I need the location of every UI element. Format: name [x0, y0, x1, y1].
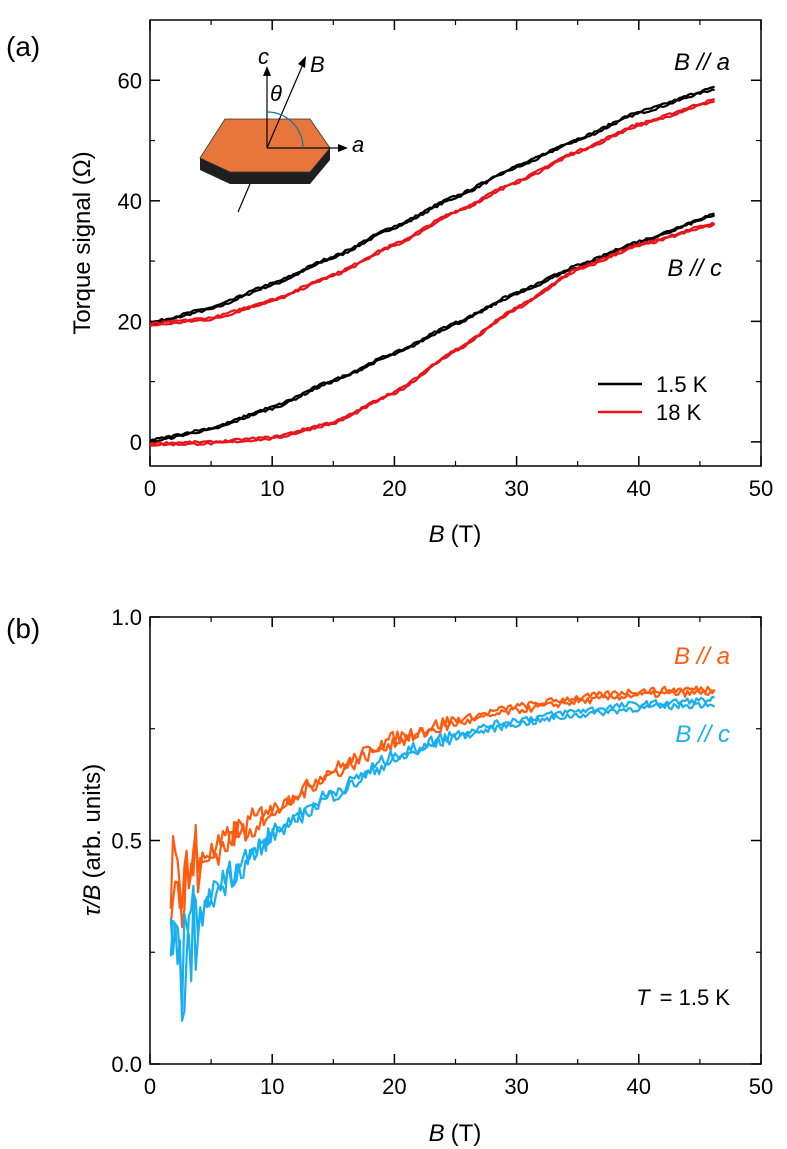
- series-label-b-parallel-c-blue: B // c: [675, 721, 730, 748]
- panel-a-y-axis-title: Torque signal (Ω): [69, 151, 96, 334]
- panel-a-x-tick-label: 30: [504, 476, 528, 501]
- panel-a-y-tick-label: 60: [118, 68, 142, 93]
- panel-b-y-tick-label: 1.0: [111, 605, 142, 630]
- field-b-tail: [237, 183, 251, 213]
- crystal-side-face: [200, 148, 330, 184]
- field-b-line: [266, 61, 305, 149]
- panel-a-x-tick-label: 40: [627, 476, 651, 501]
- panel-a-x-tick-label: 50: [749, 476, 773, 501]
- series-label-b-parallel-c: B // c: [667, 255, 722, 282]
- panel-a-series-line-2: [149, 214, 716, 444]
- panel-b-y-axis-var: τ/B: [79, 885, 106, 917]
- panel-a-y-tick-label: 40: [118, 189, 142, 214]
- panel-b-x-tick-label: 50: [749, 1074, 773, 1099]
- panel-a-series-line-3-sweep-2: [149, 221, 716, 445]
- panel-b-label: (b): [6, 613, 40, 644]
- panel-a-x-axis-unit: (T): [451, 521, 482, 548]
- panel-b-series-line-0-sweep-2: [169, 688, 716, 925]
- panel-b-series-line-0: [169, 685, 715, 929]
- panel-b-x-tick-label: 10: [260, 1074, 284, 1099]
- c-axis-label: c: [258, 44, 269, 69]
- series-label-b-parallel-a: B // a: [674, 49, 730, 76]
- panel-b-x-tick-label: 0: [144, 1074, 156, 1099]
- a-axis-label: a: [352, 132, 364, 157]
- temperature-annotation: T = 1.5 K: [636, 985, 730, 1010]
- panel-a-x-tick-label: 20: [382, 476, 406, 501]
- panel-b-x-axis-unit: (T): [451, 1120, 482, 1147]
- panel-b-x-tick-label: 30: [504, 1074, 528, 1099]
- field-b-arrowhead: [298, 56, 306, 68]
- panel-a-series-line-1-sweep-2: [149, 97, 715, 326]
- crystal-top-face: [199, 118, 331, 173]
- panel-a-x-tick-label: 10: [260, 476, 284, 501]
- series-label-b-parallel-a-orange: B // a: [674, 643, 730, 670]
- panel-b-x-tick-label: 40: [627, 1074, 651, 1099]
- panel-a-label: (a): [6, 31, 40, 62]
- panel-a-x-axis-title: B (T): [429, 521, 482, 548]
- theta-label: θ: [270, 81, 282, 106]
- panel-a-x-ticks: 0 10 20 30 40 50: [144, 20, 773, 501]
- panel-b: (b) 0 10 20 30 40 50 0.0 0.5 1.0 B (T) τ/B (arb. …: [6, 605, 773, 1147]
- legend-label-18k: 18 K: [656, 400, 702, 425]
- panel-b-x-axis-title: B (T): [429, 1120, 482, 1147]
- a-axis-arrowhead: [338, 144, 348, 152]
- c-axis-arrowhead: [263, 66, 271, 76]
- panel-a-series-line-0-sweep-2: [149, 85, 715, 325]
- panel-b-y-axis-unit: (arb. units): [79, 764, 106, 879]
- panel-a-x-tick-label: 0: [144, 476, 156, 501]
- panel-b-y-tick-label: 0.0: [111, 1052, 142, 1077]
- crystal-inset: c a B θ: [199, 44, 364, 213]
- panel-a-y-ticks: 0 20 40 60: [118, 68, 761, 455]
- panel-b-y-ticks: 0.0 0.5 1.0: [111, 605, 761, 1077]
- legend: 1.5 K 18 K: [598, 372, 708, 425]
- legend-label-1-5k: 1.5 K: [656, 372, 708, 397]
- panel-b-x-tick-label: 20: [382, 1074, 406, 1099]
- temperature-value: = 1.5 K: [660, 985, 731, 1010]
- panel-b-series-line-1-sweep-2: [169, 701, 716, 1022]
- panel-a-series-line-2-sweep-2: [149, 212, 715, 442]
- panel-b-x-axis-var: B: [429, 1120, 445, 1147]
- panel-a-series: [149, 85, 716, 447]
- panel-b-x-ticks: 0 10 20 30 40 50: [144, 617, 773, 1099]
- panel-b-y-tick-label: 0.5: [111, 829, 142, 854]
- panel-a-x-axis-var: B: [429, 521, 445, 548]
- panel-b-y-axis-title: τ/B (arb. units): [79, 764, 106, 916]
- panel-a-y-tick-label: 20: [118, 309, 142, 334]
- panel-a-y-tick-label: 0: [130, 430, 142, 455]
- temperature-var: T: [636, 985, 651, 1010]
- theta-arc: [266, 111, 304, 149]
- panel-a-series-line-3: [149, 223, 716, 447]
- field-b-label: B: [310, 52, 325, 77]
- panel-b-series: [169, 685, 716, 1022]
